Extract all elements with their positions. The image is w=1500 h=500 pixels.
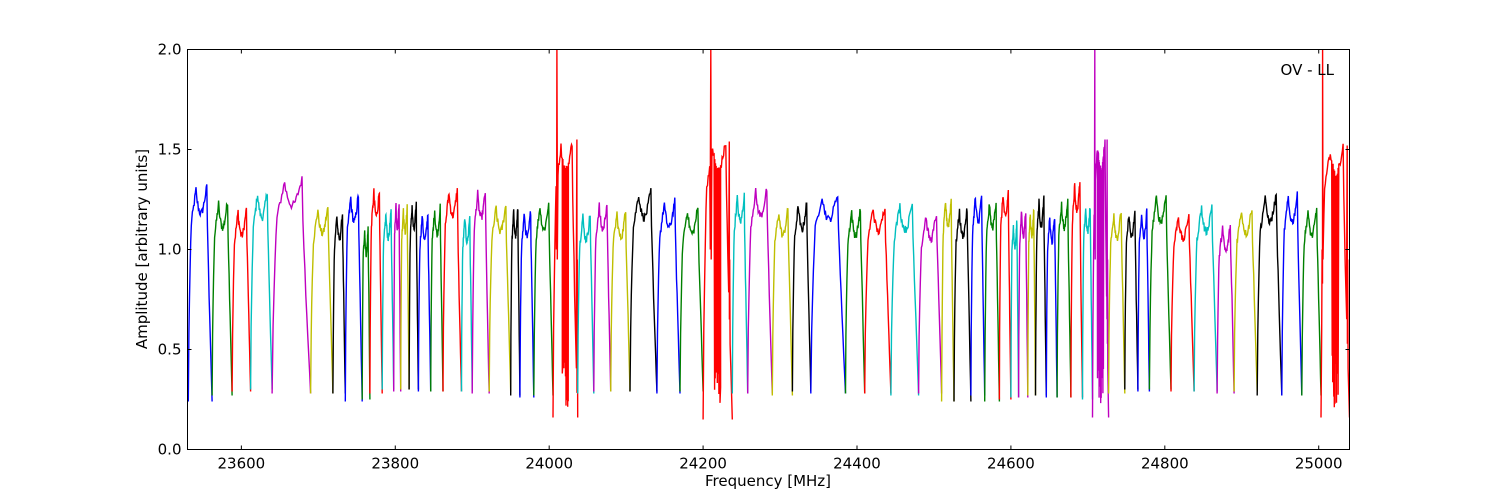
series-line bbox=[1017, 211, 1029, 398]
series-line bbox=[890, 203, 920, 396]
series-line bbox=[864, 208, 892, 394]
series-line bbox=[747, 188, 773, 394]
series-line bbox=[656, 197, 681, 394]
y-tick-label: 2.0 bbox=[158, 41, 182, 59]
series-line bbox=[488, 205, 512, 392]
series-line bbox=[369, 188, 383, 394]
series-line bbox=[471, 189, 490, 394]
series-line bbox=[249, 192, 273, 390]
series-line bbox=[430, 203, 444, 392]
panel-annotation: OV - LL bbox=[1281, 61, 1335, 79]
x-axis-ticks: 23600 23800 24000 24200 24400 24600 24800 25000 bbox=[218, 49, 1343, 473]
x-tick-label: 24400 bbox=[833, 455, 881, 473]
series-line bbox=[610, 211, 631, 392]
series-line bbox=[344, 193, 363, 402]
series-line bbox=[442, 188, 463, 392]
series-group bbox=[187, 49, 1350, 420]
series-line bbox=[552, 49, 579, 418]
series-line bbox=[998, 189, 1012, 400]
series-line bbox=[593, 202, 612, 392]
series-line bbox=[1056, 198, 1072, 398]
series-line bbox=[629, 188, 658, 392]
x-tick-label: 24800 bbox=[1141, 455, 1189, 473]
x-tick-label: 23800 bbox=[371, 455, 419, 473]
series-line bbox=[970, 195, 986, 396]
y-tick-label: 0.0 bbox=[158, 441, 182, 459]
series-line bbox=[231, 207, 252, 392]
series-line bbox=[381, 209, 395, 390]
series-line bbox=[533, 202, 554, 396]
series-line bbox=[917, 216, 943, 394]
series-line bbox=[460, 216, 473, 392]
series-line bbox=[1091, 49, 1110, 418]
series-line bbox=[519, 211, 535, 398]
y-axis-label: Amplitude [arbitrary units] bbox=[133, 149, 151, 349]
y-axis-ticks: 0.0 0.5 1.0 1.5 2.0 bbox=[158, 41, 1350, 459]
y-tick-label: 0.5 bbox=[158, 341, 182, 359]
series-line bbox=[1256, 192, 1283, 396]
series-line bbox=[1034, 195, 1047, 396]
series-line bbox=[361, 226, 371, 400]
series-line bbox=[1045, 217, 1058, 398]
plot-area bbox=[187, 49, 1350, 450]
series-line bbox=[187, 184, 213, 402]
series-line bbox=[332, 214, 346, 394]
series-line bbox=[844, 208, 866, 394]
x-tick-label: 24000 bbox=[525, 455, 573, 473]
series-line bbox=[1027, 208, 1037, 396]
series-line bbox=[1070, 182, 1084, 398]
series-line bbox=[510, 209, 521, 396]
series-line bbox=[940, 198, 955, 402]
series-line bbox=[1193, 204, 1218, 392]
series-line bbox=[1301, 207, 1322, 396]
series-line bbox=[309, 206, 334, 394]
series-line bbox=[810, 195, 847, 394]
series-line bbox=[771, 207, 794, 396]
y-tick-label: 1.0 bbox=[158, 241, 182, 259]
series-line bbox=[791, 202, 812, 392]
series-line bbox=[1081, 208, 1094, 400]
series-line bbox=[953, 208, 972, 402]
series-line bbox=[577, 213, 595, 394]
series-line bbox=[393, 202, 402, 392]
series-line bbox=[702, 49, 733, 420]
series-line bbox=[731, 192, 749, 394]
series-line bbox=[1148, 195, 1172, 390]
series-line bbox=[1216, 224, 1235, 394]
series-line bbox=[1107, 212, 1126, 394]
x-axis-label: Frequency [MHz] bbox=[705, 472, 831, 490]
y-tick-label: 1.5 bbox=[158, 141, 182, 159]
series-line bbox=[408, 201, 420, 390]
series-line bbox=[1233, 210, 1258, 392]
series-line bbox=[1137, 208, 1151, 392]
series-line bbox=[679, 207, 704, 392]
series-line bbox=[400, 204, 410, 390]
series-line bbox=[1010, 220, 1020, 398]
x-tick-label: 24200 bbox=[679, 455, 727, 473]
series-line bbox=[1320, 49, 1350, 418]
series-line bbox=[1281, 191, 1303, 396]
x-tick-label: 23600 bbox=[218, 455, 266, 473]
series-line bbox=[211, 200, 233, 396]
x-tick-label: 24600 bbox=[987, 455, 1035, 473]
x-tick-label: 25000 bbox=[1295, 455, 1343, 473]
series-line bbox=[984, 202, 1001, 402]
series-line bbox=[1124, 210, 1139, 390]
series-line bbox=[271, 176, 312, 394]
series-line bbox=[1170, 214, 1195, 392]
series-line bbox=[417, 213, 432, 392]
